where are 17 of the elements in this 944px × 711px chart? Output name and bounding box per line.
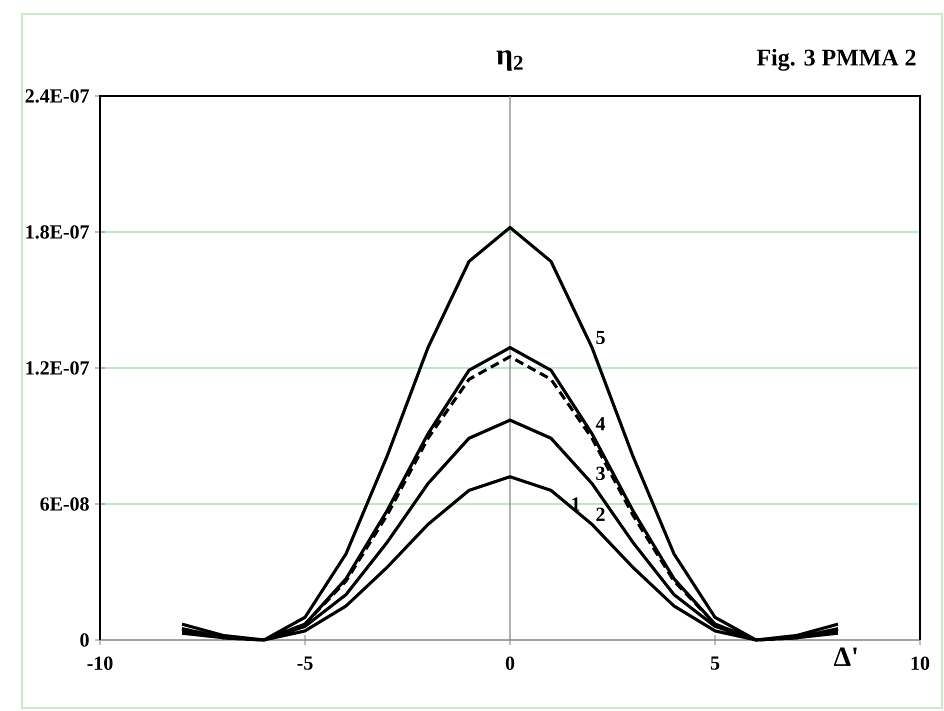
y-tick-label: 1.2E-07 — [26, 361, 89, 375]
series-label: 4 — [596, 417, 606, 430]
y-tick-label: 0 — [80, 633, 89, 647]
y-tick-label: 6E-08 — [40, 497, 89, 511]
y-axis-title: η$_{2}$ — [496, 50, 523, 71]
y-tick-label: 2.4E-07 — [26, 89, 89, 103]
y-tick-label: 1.8E-07 — [26, 225, 89, 239]
x-tick-label: 0 — [506, 656, 514, 670]
series-label: 3 — [596, 466, 605, 480]
series-label: 2 — [596, 508, 605, 521]
x-axis-title: Δ' — [834, 648, 857, 666]
series-label: 5 — [596, 330, 605, 344]
x-tick-label: 10 — [912, 656, 930, 670]
x-tick-label: -5 — [297, 656, 313, 670]
x-tick-label: 5 — [710, 656, 720, 670]
chart-title: Fig. 3 PMMA 2 — [756, 48, 916, 71]
x-tick-label: -10 — [87, 656, 113, 670]
